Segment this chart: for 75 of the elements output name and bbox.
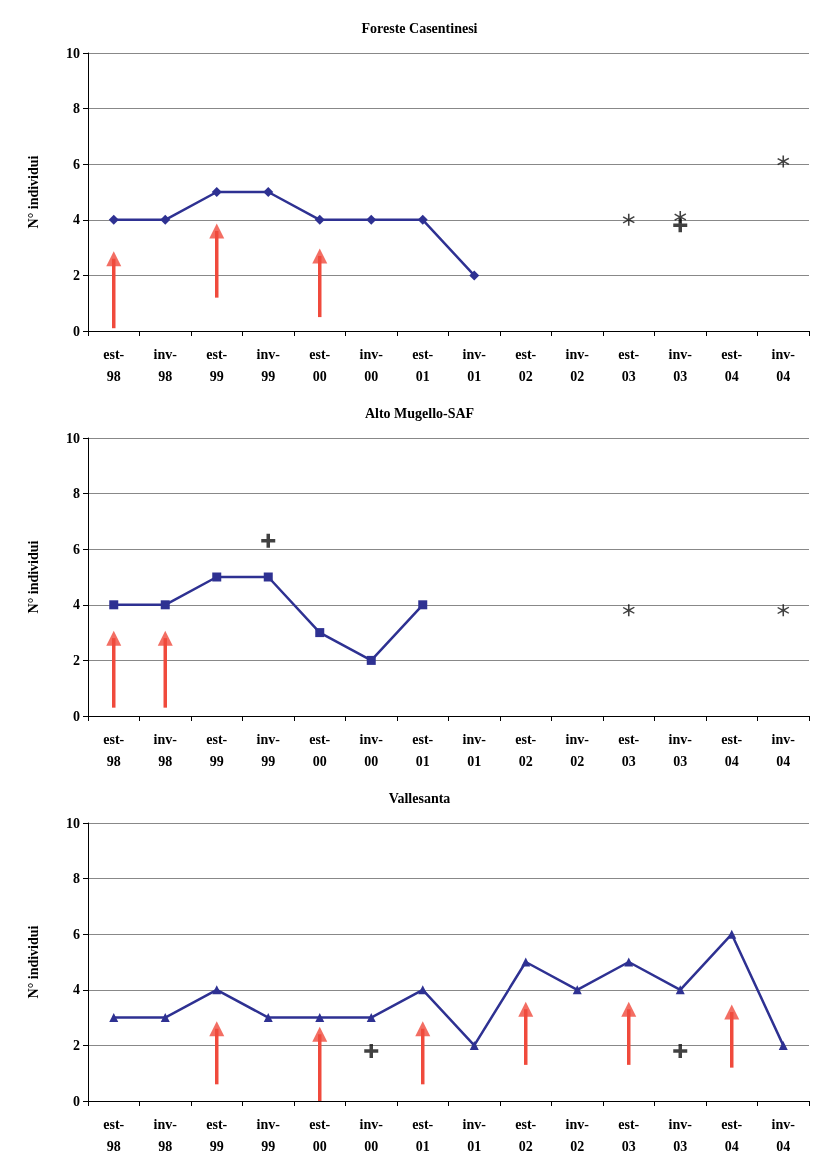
x-tick-label: inv-04	[771, 731, 796, 769]
x-tick-label: est-98	[103, 731, 125, 769]
y-tick-label: 0	[73, 1093, 80, 1109]
y-tick-label: 8	[73, 871, 80, 887]
x-tick-label: est-04	[721, 1116, 743, 1154]
x-tick-label: inv-01	[462, 1116, 487, 1154]
x-tick-label: est-01	[412, 731, 434, 769]
x-tick-label: est-99	[206, 731, 228, 769]
x-tick-label: est-02	[515, 1116, 537, 1154]
x-tick-label: inv-02	[565, 1116, 590, 1154]
y-tick-label: 4	[73, 982, 80, 998]
x-tick-label: est-01	[412, 346, 434, 384]
x-tick-label: inv-98	[153, 731, 178, 769]
x-tick-label: inv-00	[359, 346, 384, 384]
x-tick-label: est-00	[309, 346, 331, 384]
chart-title: Vallesanta	[388, 790, 451, 806]
y-tick-label: 8	[73, 101, 80, 117]
x-tick-label: inv-98	[153, 346, 178, 384]
y-tick-label: 10	[66, 45, 80, 61]
x-tick-label: est-00	[309, 1116, 331, 1154]
point	[157, 630, 173, 646]
x-tick-label: inv-02	[565, 731, 590, 769]
y-tick-label: 10	[66, 430, 80, 446]
y-tick-label: 4	[73, 597, 80, 613]
y-tick-label: 0	[73, 708, 80, 724]
x-tick-label: est-03	[618, 1116, 640, 1154]
x-tick-label: inv-99	[256, 1116, 281, 1154]
x-tick-label: inv-00	[359, 731, 384, 769]
x-tick-label: inv-00	[359, 1116, 384, 1154]
y-axis-title: N° individui	[25, 155, 41, 229]
point	[263, 572, 273, 582]
x-tick-label: est-04	[721, 346, 743, 384]
x-tick-label: est-02	[515, 346, 537, 384]
point	[212, 572, 222, 582]
x-tick-label: inv-03	[668, 1116, 693, 1154]
x-tick-label: inv-04	[771, 1116, 796, 1154]
y-tick-label: 10	[66, 815, 80, 831]
x-tick-label: inv-01	[462, 731, 487, 769]
y-tick-label: 6	[73, 541, 80, 557]
x-tick-label: est-99	[206, 1116, 228, 1154]
point	[109, 600, 119, 610]
x-tick-label: inv-03	[668, 731, 693, 769]
chart-title: Alto Mugello-SAF	[364, 405, 475, 421]
y-tick-label: 2	[73, 652, 80, 668]
x-tick-label: est-04	[721, 731, 743, 769]
chart-title: Foreste Casentinesi	[361, 20, 478, 36]
y-tick-label: 8	[73, 486, 80, 502]
x-tick-label: est-02	[515, 731, 537, 769]
y-axis-title: N° individui	[25, 540, 41, 614]
x-tick-label: est-01	[412, 1116, 434, 1154]
x-tick-label: inv-99	[256, 346, 281, 384]
x-tick-label: est-03	[618, 731, 640, 769]
x-tick-label: est-98	[103, 346, 125, 384]
y-tick-label: 2	[73, 1037, 80, 1053]
x-tick-label: est-03	[618, 346, 640, 384]
x-tick-label: inv-99	[256, 731, 281, 769]
y-tick-label: 2	[73, 267, 80, 283]
x-tick-label: est-00	[309, 731, 331, 769]
x-tick-label: inv-02	[565, 346, 590, 384]
x-tick-label: inv-98	[153, 1116, 178, 1154]
x-tick-label: inv-03	[668, 346, 693, 384]
y-tick-label: 6	[73, 156, 80, 172]
x-tick-label: inv-01	[462, 346, 487, 384]
x-tick-label: est-98	[103, 1116, 125, 1154]
x-tick-label: inv-04	[771, 346, 796, 384]
y-tick-label: 0	[73, 323, 80, 339]
point	[160, 600, 170, 610]
x-tick-label: est-99	[206, 346, 228, 384]
point	[418, 600, 428, 610]
y-axis-title: N° individui	[25, 925, 41, 999]
point	[366, 655, 376, 665]
y-tick-label: 6	[73, 926, 80, 942]
point	[315, 628, 325, 638]
point	[106, 630, 122, 646]
y-tick-label: 4	[73, 212, 80, 228]
